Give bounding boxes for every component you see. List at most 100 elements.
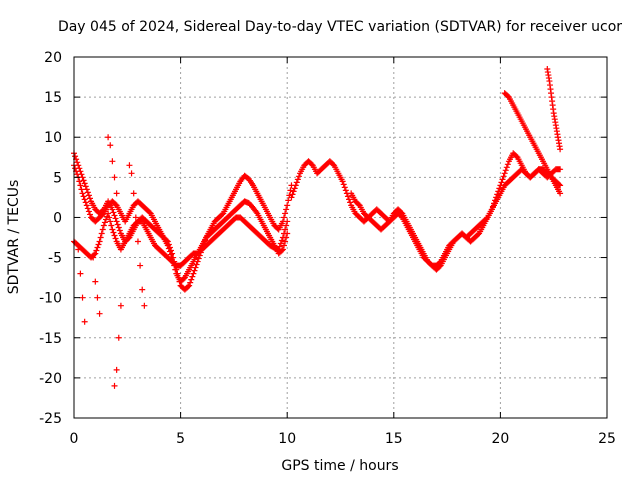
series-trace-c	[71, 210, 291, 269]
data-point	[504, 161, 511, 168]
data-point	[139, 286, 146, 293]
data-point	[295, 173, 302, 180]
data-point	[107, 142, 114, 149]
data-point	[117, 302, 124, 309]
series-spikes	[75, 134, 148, 389]
data-point	[99, 226, 106, 233]
data-point	[278, 237, 285, 244]
y-tick-label: -20	[39, 371, 62, 387]
data-point	[341, 184, 348, 191]
data-point	[281, 242, 288, 249]
data-point	[94, 244, 101, 251]
data-point	[116, 227, 123, 234]
data-point	[557, 166, 564, 173]
data-point	[141, 302, 148, 309]
data-point	[346, 196, 353, 203]
series-trace-f	[501, 90, 564, 197]
data-point	[166, 248, 173, 255]
data-point	[75, 246, 82, 253]
data-point	[293, 179, 300, 186]
data-point	[288, 194, 295, 201]
data-point	[105, 210, 112, 217]
data-point	[193, 261, 200, 268]
data-point	[80, 177, 87, 184]
data-point	[74, 159, 81, 166]
data-point	[79, 190, 86, 197]
x-tick-label: 10	[278, 431, 296, 447]
data-point	[81, 196, 88, 203]
data-point	[186, 282, 193, 289]
x-tick-label: 25	[598, 431, 616, 447]
data-point	[164, 242, 171, 249]
data-point	[282, 226, 289, 233]
data-point	[115, 224, 122, 231]
y-axis-label: SDTVAR / TECUs	[6, 180, 22, 295]
data-point	[76, 178, 83, 185]
data-point	[110, 229, 117, 236]
data-point	[85, 192, 92, 199]
data-point	[102, 216, 109, 223]
data-point	[99, 211, 106, 218]
data-point	[95, 241, 102, 248]
y-tick-label: 0	[53, 210, 62, 226]
data-point	[90, 254, 97, 261]
data-point	[165, 245, 172, 252]
data-point	[86, 211, 93, 218]
data-point	[342, 187, 349, 194]
data-point	[344, 193, 351, 200]
data-point	[355, 201, 362, 208]
data-point	[499, 176, 506, 183]
data-point	[294, 176, 301, 183]
data-point	[192, 264, 199, 271]
data-point	[339, 178, 346, 185]
data-point	[168, 251, 175, 258]
data-point	[111, 382, 118, 389]
data-point	[285, 197, 292, 204]
x-axis-label: GPS time / hours	[281, 458, 398, 474]
data-point	[283, 222, 290, 229]
data-point	[84, 205, 91, 212]
data-point	[112, 215, 119, 222]
data-points	[71, 66, 564, 389]
data-point	[185, 283, 192, 290]
y-tick-label: -15	[39, 331, 62, 347]
data-point	[189, 273, 196, 280]
data-point	[100, 222, 107, 229]
data-point	[112, 201, 119, 208]
data-point	[278, 247, 285, 254]
data-point	[113, 190, 120, 197]
data-point	[113, 366, 120, 373]
data-point	[436, 259, 443, 266]
y-tick-label: -25	[39, 411, 62, 427]
data-point	[96, 238, 103, 245]
data-point	[86, 195, 93, 202]
y-tick-label: -5	[48, 251, 62, 267]
data-point	[290, 188, 297, 195]
data-point	[475, 231, 482, 238]
data-point	[502, 167, 509, 174]
data-point	[191, 267, 198, 274]
data-point	[83, 186, 90, 193]
data-point	[98, 230, 105, 237]
data-point	[132, 214, 139, 221]
data-point	[398, 213, 405, 220]
data-point	[180, 275, 187, 282]
data-point	[287, 187, 294, 194]
data-point	[130, 190, 137, 197]
axis-ticks	[73, 56, 608, 419]
data-point	[190, 270, 197, 277]
data-point	[108, 222, 115, 229]
data-point	[281, 214, 288, 221]
data-point	[83, 202, 90, 209]
data-point	[79, 294, 86, 301]
data-point	[134, 238, 141, 245]
data-point	[74, 171, 81, 178]
x-tick-label: 0	[70, 431, 79, 447]
data-point	[106, 214, 113, 221]
plot-frame	[73, 56, 608, 419]
data-point	[195, 255, 202, 262]
y-tick-label: 15	[44, 90, 62, 106]
y-tick-labels: 20 15 10 5 0 -5 -10 -15 -20 -25	[39, 50, 62, 427]
data-point	[80, 193, 87, 200]
data-point	[97, 234, 104, 241]
